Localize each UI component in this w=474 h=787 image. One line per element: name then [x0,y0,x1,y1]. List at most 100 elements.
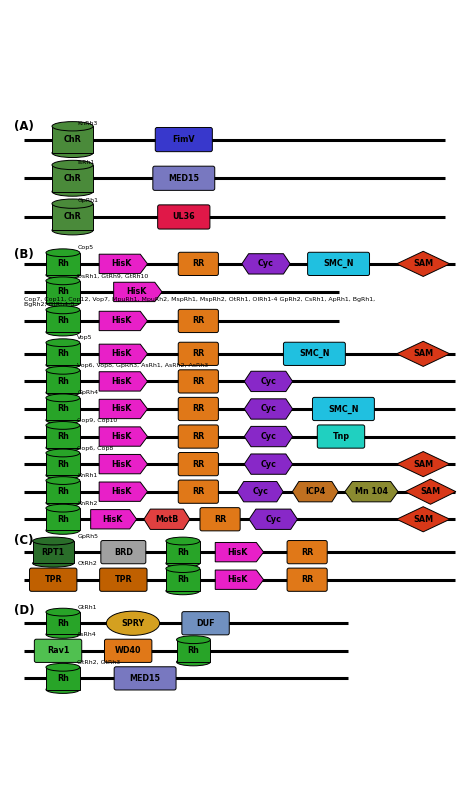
Text: GpRh5: GpRh5 [77,534,99,538]
FancyBboxPatch shape [46,253,80,275]
Text: Rh: Rh [57,432,69,441]
Ellipse shape [46,394,80,401]
Text: Rh: Rh [177,548,189,556]
Text: Cop9, Cop10: Cop9, Cop10 [77,418,118,423]
Text: RR: RR [301,548,313,556]
Text: SAM: SAM [413,349,433,358]
Text: (A): (A) [14,120,34,133]
Text: OtRh2: OtRh2 [77,561,97,566]
Text: SMC_N: SMC_N [299,349,329,358]
Ellipse shape [46,339,80,346]
FancyBboxPatch shape [200,508,240,531]
Text: Rh: Rh [57,287,69,297]
Polygon shape [99,344,147,364]
Ellipse shape [52,226,93,235]
Polygon shape [405,479,456,504]
Ellipse shape [46,271,80,279]
FancyBboxPatch shape [178,453,219,475]
Text: Cyc: Cyc [261,377,276,386]
FancyBboxPatch shape [178,370,219,393]
Text: Mn 104: Mn 104 [355,487,388,496]
Text: HisK: HisK [111,316,132,326]
FancyBboxPatch shape [46,667,80,689]
Text: Rh: Rh [57,515,69,524]
Text: HisK: HisK [102,515,122,524]
Text: Rh: Rh [188,646,200,656]
Text: Cyc: Cyc [265,515,281,524]
Polygon shape [397,342,450,367]
FancyBboxPatch shape [46,310,80,332]
FancyBboxPatch shape [104,639,152,663]
Text: KnRh2: KnRh2 [77,501,98,506]
FancyBboxPatch shape [317,425,365,448]
FancyBboxPatch shape [178,342,219,365]
FancyBboxPatch shape [46,612,80,634]
Text: AsRh4: AsRh4 [77,632,97,637]
Text: Rh: Rh [57,405,69,413]
Text: RR: RR [192,316,204,326]
Text: Rh: Rh [57,460,69,468]
Text: HisK: HisK [111,260,132,268]
Ellipse shape [46,471,80,479]
Text: HisK: HisK [111,349,132,358]
Text: Rh: Rh [57,619,69,628]
Text: Vop5: Vop5 [77,335,93,340]
FancyBboxPatch shape [155,127,212,152]
Polygon shape [99,371,147,391]
Text: SPRY: SPRY [121,619,145,628]
Polygon shape [244,371,292,392]
FancyBboxPatch shape [46,398,80,420]
Text: ChR: ChR [64,212,82,221]
Polygon shape [292,482,338,502]
Text: SMC_N: SMC_N [323,259,354,268]
FancyBboxPatch shape [308,253,370,275]
Text: WD40: WD40 [115,646,141,656]
FancyBboxPatch shape [158,205,210,229]
FancyBboxPatch shape [46,371,80,393]
FancyBboxPatch shape [52,165,93,191]
FancyBboxPatch shape [178,309,219,333]
Polygon shape [215,570,264,589]
Ellipse shape [46,685,80,693]
Ellipse shape [46,608,80,616]
FancyBboxPatch shape [176,640,210,662]
Text: RR: RR [192,487,204,496]
Text: Cyc: Cyc [261,460,276,468]
Polygon shape [249,509,298,530]
Polygon shape [397,507,450,532]
Text: KnRh3: KnRh3 [77,121,98,126]
Text: GtRh1: GtRh1 [77,604,97,610]
FancyBboxPatch shape [312,397,374,420]
FancyBboxPatch shape [46,508,80,530]
Text: Rh: Rh [57,260,69,268]
Text: HisK: HisK [111,432,132,441]
Text: Rh: Rh [57,674,69,683]
FancyBboxPatch shape [101,541,146,563]
Text: ChR: ChR [64,174,82,183]
Polygon shape [99,312,147,331]
Text: GpRh1: GpRh1 [77,198,99,203]
Text: Cyc: Cyc [261,405,276,413]
Text: RR: RR [214,515,226,524]
Ellipse shape [46,277,80,285]
Text: HisK: HisK [126,287,146,297]
Text: HisK: HisK [228,575,248,584]
Text: RR: RR [301,575,313,584]
FancyBboxPatch shape [283,342,346,365]
Ellipse shape [52,148,93,157]
Ellipse shape [46,361,80,369]
Polygon shape [215,542,264,562]
Text: TPR: TPR [45,575,62,584]
Text: Cyc: Cyc [252,487,268,496]
Text: Rh: Rh [177,575,189,584]
Ellipse shape [52,122,93,131]
Ellipse shape [46,367,80,374]
Ellipse shape [46,477,80,485]
Ellipse shape [46,504,80,512]
Text: DUF: DUF [196,619,215,628]
Ellipse shape [46,306,80,314]
FancyBboxPatch shape [100,568,147,591]
Polygon shape [114,283,162,301]
Ellipse shape [166,565,200,572]
Text: RPT1: RPT1 [42,548,65,556]
